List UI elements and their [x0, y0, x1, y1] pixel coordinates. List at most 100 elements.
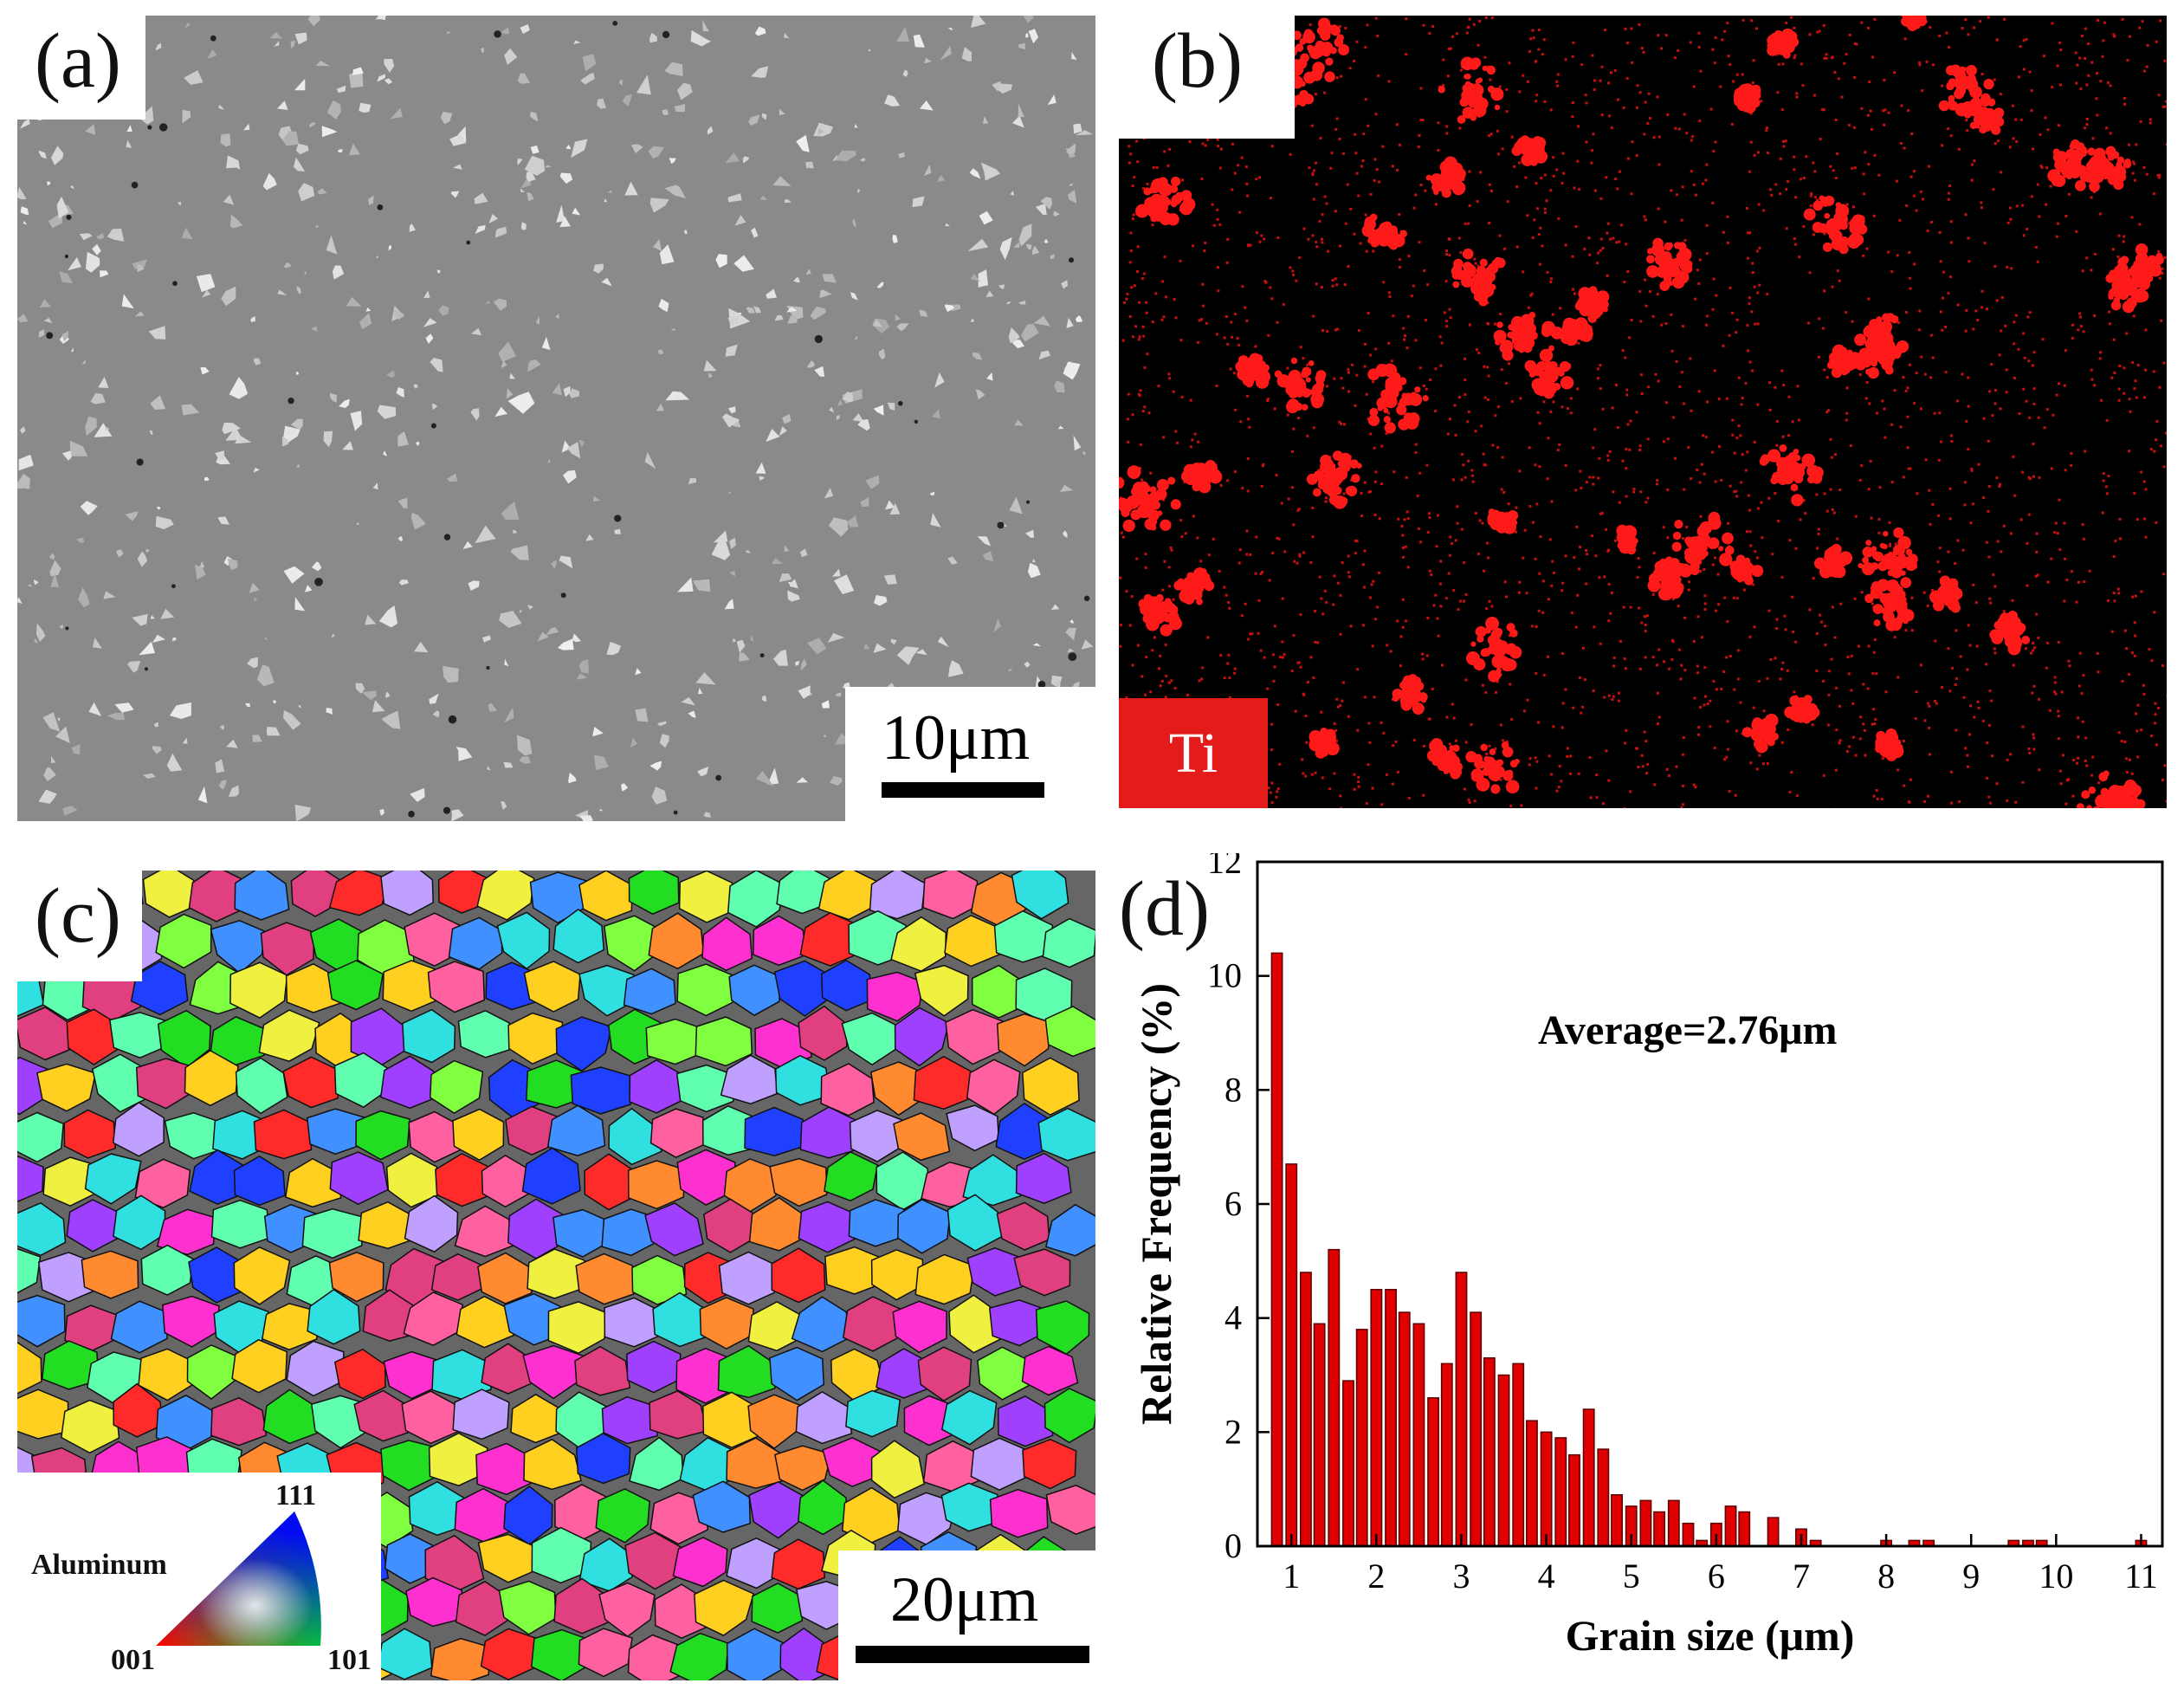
ti-pixel: [1834, 177, 1838, 180]
ti-pixel: [1545, 199, 1548, 203]
ti-pixel: [1417, 527, 1420, 530]
ti-pixel: [1560, 651, 1564, 655]
ti-pixel: [1485, 752, 1489, 755]
ti-cluster: [1991, 125, 2001, 135]
ti-pixel: [1260, 484, 1263, 488]
ti-pixel: [1266, 687, 1270, 690]
ti-pixel: [2064, 557, 2067, 560]
ti-pixel: [2087, 42, 2090, 46]
ti-pixel: [2119, 537, 2123, 541]
particle: [711, 539, 731, 560]
ti-pixel: [2140, 590, 2143, 593]
ti-pixel: [1967, 765, 1970, 768]
ti-pixel: [1989, 601, 1993, 605]
ti-pixel: [2164, 100, 2167, 103]
ti-pixel: [1615, 383, 1619, 386]
ti-pixel: [1475, 348, 1478, 352]
ti-pixel: [2149, 448, 2153, 451]
ti-pixel: [1244, 602, 1247, 605]
particle: [294, 804, 312, 821]
ti-pixel: [1825, 509, 1829, 513]
ti-pixel: [1448, 742, 1451, 746]
particle: [1009, 496, 1023, 515]
ti-pixel: [1780, 668, 1784, 671]
ti-pixel: [1583, 678, 1586, 682]
ti-pixel: [1585, 582, 1588, 586]
ti-pixel: [1129, 231, 1133, 235]
ti-pixel: [1333, 722, 1336, 726]
ti-pixel: [1677, 49, 1680, 52]
ti-pixel: [1728, 655, 1732, 658]
ti-pixel: [1394, 740, 1398, 743]
ti-pixel: [1870, 516, 1873, 520]
particle: [379, 808, 384, 816]
ti-pixel: [1290, 670, 1294, 673]
ti-pixel: [1751, 271, 1754, 275]
ti-pixel: [1317, 469, 1321, 472]
ti-pixel: [1793, 243, 1797, 246]
ti-cluster: [1887, 740, 1894, 747]
ti-pixel: [1162, 436, 1166, 439]
ti-cluster: [1787, 451, 1798, 462]
ti-pixel: [1782, 139, 1786, 143]
ti-pixel: [2148, 118, 2152, 121]
ti-pixel: [1680, 218, 1683, 222]
ti-pixel: [1374, 347, 1378, 351]
particle: [92, 638, 102, 649]
ti-pixel: [1130, 286, 1134, 289]
particle: [50, 146, 64, 165]
ti-cluster: [1475, 625, 1487, 638]
particle: [295, 143, 309, 155]
ti-pixel: [1847, 222, 1851, 225]
ti-pixel: [1353, 232, 1356, 236]
ti-pixel: [1748, 360, 1752, 364]
ti-cluster: [1167, 476, 1176, 485]
ti-pixel: [1630, 319, 1633, 322]
particle: [979, 210, 993, 225]
ti-pixel: [1681, 325, 1684, 328]
ti-pixel: [2093, 252, 2097, 256]
ti-pixel: [1800, 62, 1803, 66]
ti-pixel: [2083, 126, 2086, 130]
ti-pixel: [1916, 492, 1919, 495]
ti-cluster: [1476, 635, 1484, 643]
ti-pixel: [2019, 118, 2023, 121]
ti-pixel: [1802, 177, 1806, 180]
ti-pixel: [1430, 573, 1433, 576]
ti-pixel: [1537, 233, 1541, 236]
ti-pixel: [1638, 448, 1641, 451]
ti-pixel: [1607, 619, 1611, 623]
ti-pixel: [1608, 114, 1612, 118]
ti-pixel: [2011, 104, 2014, 107]
ti-cluster: [1302, 94, 1315, 105]
ti-pixel: [2084, 736, 2088, 740]
ti-pixel: [1311, 535, 1315, 539]
ti-pixel: [1412, 206, 1416, 210]
ti-pixel: [1651, 592, 1655, 596]
particle: [831, 568, 841, 577]
ti-cluster: [1510, 519, 1518, 527]
ti-pixel: [2102, 472, 2105, 476]
ti-pixel: [2121, 17, 2124, 21]
ti-pixel: [1869, 460, 1872, 463]
ti-pixel: [2083, 579, 2086, 583]
ti-pixel: [1735, 331, 1738, 334]
particle: [834, 733, 849, 745]
ti-pixel: [1336, 581, 1340, 585]
ti-pixel: [1657, 715, 1661, 719]
ti-cluster: [1569, 328, 1577, 337]
ti-pixel: [2128, 758, 2131, 761]
ti-pixel: [1501, 147, 1504, 151]
ti-cluster: [2123, 304, 2131, 312]
ti-pixel: [1649, 117, 1652, 120]
ti-cluster: [1144, 594, 1153, 603]
ti-pixel: [1391, 165, 1394, 168]
ti-pixel: [1349, 207, 1353, 210]
ti-pixel: [1490, 16, 1494, 19]
particle: [20, 426, 26, 434]
ti-pixel: [1747, 349, 1750, 353]
ti-pixel: [1694, 786, 1697, 789]
ti-pixel: [1722, 344, 1725, 347]
particle: [487, 766, 492, 771]
ti-pixel: [1471, 480, 1475, 483]
